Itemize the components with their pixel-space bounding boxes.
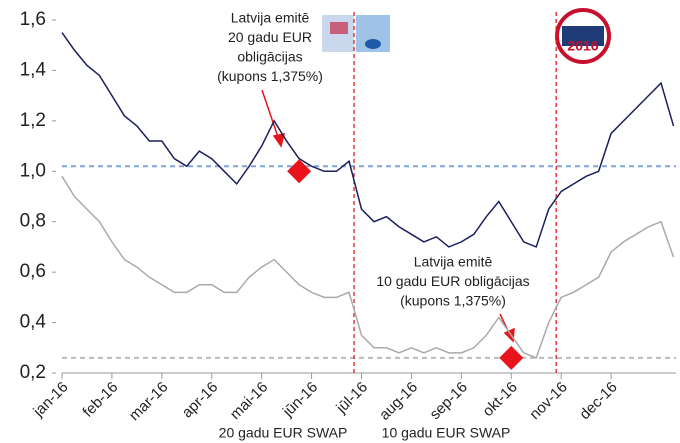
election-badge (562, 26, 604, 46)
x-tick-label: jūl-16 (332, 379, 371, 418)
annotation: 10 gadu EUR obligācijas (376, 273, 529, 289)
event-marker (499, 345, 524, 370)
x-tick-label: dec-16 (576, 379, 620, 423)
annotation: (kupons 1,375%) (217, 68, 323, 84)
x-tick-label: mai-16 (227, 379, 271, 423)
annotation: Latvija emitē (231, 10, 310, 26)
annotation: obligācijas (237, 49, 302, 65)
y-tick-label: 1,4 (20, 59, 47, 80)
annotation: Latvija emitē (414, 254, 493, 270)
y-tick-label: 1,2 (20, 110, 46, 131)
y-tick-label: 0,8 (20, 211, 46, 232)
x-tick-label: feb-16 (79, 379, 121, 421)
flag-icon (330, 22, 348, 34)
arrow-head (503, 327, 515, 343)
x-tick-label: sep-16 (427, 379, 471, 423)
x-tick-label: aug-16 (376, 379, 421, 424)
x-tick-label: nov-16 (526, 379, 570, 423)
icons: 2016 (322, 8, 611, 64)
flag-icon (365, 39, 381, 49)
event-marker (287, 159, 312, 184)
annotation: 20 gadu EUR (228, 29, 312, 45)
x-tick-label: jan-16 (29, 379, 71, 421)
x-tick-label: mar-16 (126, 379, 172, 425)
y-tick-label: 1,6 (20, 9, 46, 30)
x-tick-label: okt-16 (479, 379, 521, 421)
legend-label: 10 gadu EUR SWAP (382, 425, 511, 441)
election-badge: 2016 (567, 38, 598, 54)
legend-label: 20 gadu EUR SWAP (219, 425, 348, 441)
arrow (261, 89, 280, 141)
y-tick-label: 0,2 (20, 362, 46, 383)
y-tick-label: 1,0 (20, 160, 46, 181)
y-tick-label: 0,6 (20, 261, 46, 282)
arrow-head (272, 133, 286, 148)
x-tick-label: apr-16 (179, 379, 222, 422)
x-tick-label: jūn-16 (279, 379, 321, 421)
annotation: (kupons 1,375%) (400, 293, 506, 309)
line-series (61, 32, 675, 248)
y-tick-label: 0,4 (20, 312, 47, 333)
line-series (61, 175, 675, 359)
